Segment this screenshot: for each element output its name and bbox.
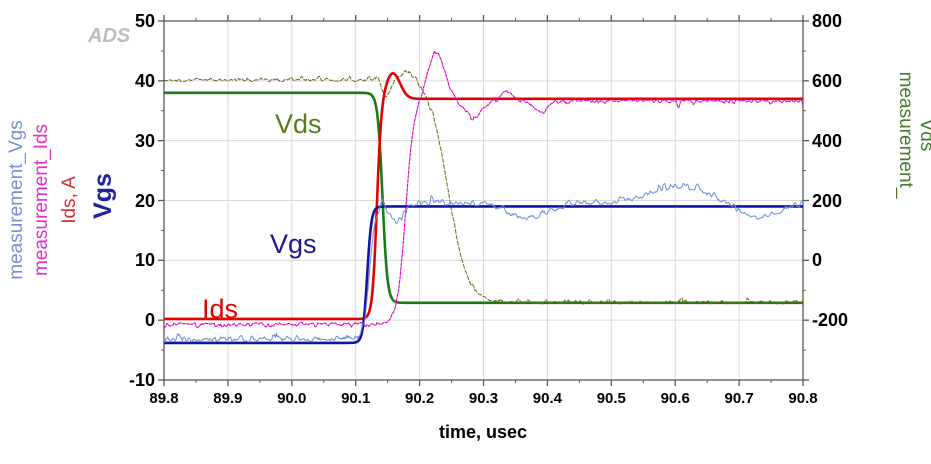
- svg-text:-200: -200: [812, 310, 848, 330]
- svg-text:90.6: 90.6: [661, 390, 690, 407]
- svg-text:90.2: 90.2: [405, 390, 434, 407]
- svg-text:time, usec: time, usec: [439, 422, 527, 442]
- svg-text:0: 0: [812, 250, 822, 270]
- svg-text:Vgs: Vgs: [270, 229, 317, 259]
- svg-text:10: 10: [135, 250, 155, 270]
- svg-text:90.7: 90.7: [724, 390, 753, 407]
- svg-text:89.8: 89.8: [149, 390, 178, 407]
- svg-text:90.1: 90.1: [341, 390, 370, 407]
- svg-text:50: 50: [135, 11, 155, 31]
- svg-text:0: 0: [145, 310, 155, 330]
- svg-text:800: 800: [812, 11, 842, 31]
- svg-text:measurement_Ids: measurement_Ids: [31, 124, 52, 276]
- svg-text:Ids: Ids: [202, 294, 238, 324]
- svg-text:measurement_: measurement_: [895, 72, 916, 199]
- svg-text:30: 30: [135, 131, 155, 151]
- svg-text:20: 20: [135, 191, 155, 211]
- svg-text:90.5: 90.5: [597, 390, 626, 407]
- svg-text:Vds: Vds: [275, 109, 322, 139]
- svg-text:200: 200: [812, 191, 842, 211]
- svg-text:600: 600: [812, 71, 842, 91]
- svg-text:ADS: ADS: [87, 25, 131, 47]
- svg-text:90.3: 90.3: [469, 390, 498, 407]
- svg-text:40: 40: [135, 71, 155, 91]
- svg-text:90.8: 90.8: [788, 390, 817, 407]
- svg-text:Vgs: Vgs: [89, 173, 117, 219]
- svg-text:Vds: Vds: [916, 119, 931, 152]
- svg-text:90.0: 90.0: [277, 390, 306, 407]
- svg-text:-10: -10: [129, 370, 155, 390]
- svg-text:measurement_Vgs: measurement_Vgs: [6, 120, 27, 279]
- svg-text:90.4: 90.4: [533, 390, 563, 407]
- svg-text:400: 400: [812, 131, 842, 151]
- svg-text:89.9: 89.9: [213, 390, 242, 407]
- svg-text:Ids, A: Ids, A: [59, 176, 80, 224]
